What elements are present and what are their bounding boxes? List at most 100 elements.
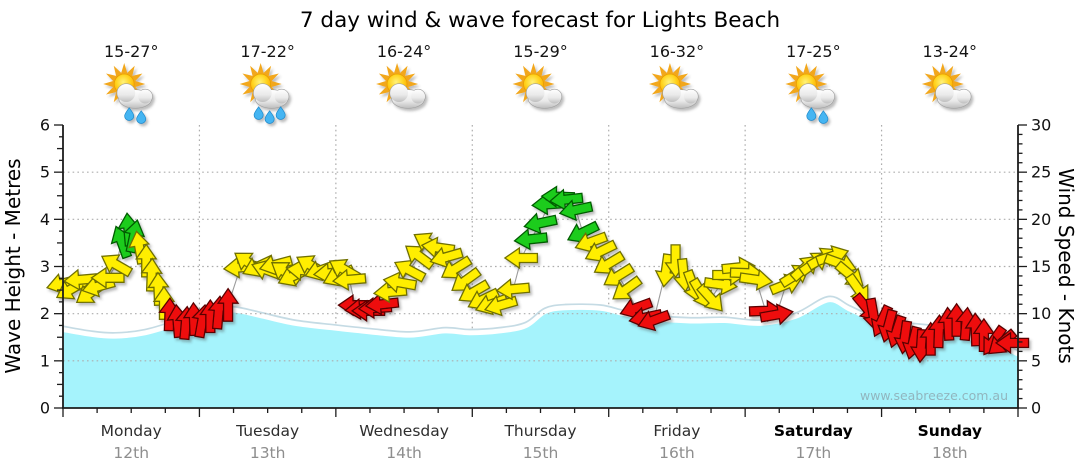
right-tick-label: 15 <box>1031 257 1051 276</box>
right-tick-label: 20 <box>1031 210 1051 229</box>
sun-cloud-rain-icon <box>785 63 835 124</box>
sun-cloud-rain-icon <box>239 63 290 124</box>
raindrop-icon <box>818 110 829 124</box>
temperature-range: 17-22° <box>240 42 295 61</box>
wind-arrow-shape <box>696 282 723 312</box>
left-tick-label: 3 <box>40 257 50 276</box>
cloud <box>935 84 954 102</box>
wind-arrow <box>382 271 418 294</box>
temperature-range: 17-25° <box>786 42 841 61</box>
day-name-label: Sunday <box>918 422 982 440</box>
sun-cloud-icon <box>648 63 699 109</box>
right-tick-label: 5 <box>1031 351 1041 370</box>
wind-arrow <box>100 254 134 278</box>
left-tick-label: 0 <box>40 399 50 418</box>
watermark: www.seabreeze.com.au <box>860 388 1008 403</box>
wind-arrow-shape <box>216 287 240 322</box>
left-tick-label: 5 <box>40 163 50 182</box>
wind-arrow <box>558 199 594 222</box>
wind-arrow-shape <box>548 188 584 211</box>
wind-arrow-shape <box>331 268 367 292</box>
cloud <box>274 89 289 104</box>
wind-arrow-shape <box>738 268 774 292</box>
sun-cloud-icon <box>921 63 972 109</box>
wind-arrows <box>45 185 1030 364</box>
wind-arrow-shape <box>63 268 98 292</box>
left-tick-label: 2 <box>40 304 50 323</box>
wind-arrow-shape <box>612 275 643 300</box>
temperature-range: 15-29° <box>513 42 568 61</box>
wind-arrow-shape <box>994 331 1030 355</box>
wind-arrow <box>593 250 626 274</box>
sun-cloud-rain-icon <box>103 63 153 124</box>
wind-arrow-shape <box>364 293 400 316</box>
wind-arrow-shape <box>523 212 558 235</box>
raindrop-icon <box>136 110 147 124</box>
wind-arrow-shape <box>759 303 794 326</box>
cloud <box>662 84 681 102</box>
sun-cloud-icon <box>512 63 563 109</box>
wind-arrow <box>523 212 558 235</box>
raindrop-icon <box>264 110 275 124</box>
wind-arrow-shape <box>393 259 427 283</box>
wind-arrow <box>696 282 723 312</box>
day-name-label: Friday <box>653 422 700 440</box>
wind-arrow <box>393 259 427 283</box>
wind-arrow <box>513 228 549 251</box>
wind-arrow <box>331 268 367 292</box>
wind-arrow-shape <box>513 228 549 251</box>
cloud <box>820 89 835 104</box>
sun-cloud-icon <box>376 63 426 109</box>
wind-arrow-shape <box>503 246 539 270</box>
cloud <box>117 84 136 102</box>
right-tick-label: 10 <box>1031 304 1051 323</box>
daily-summary-row: 15-27° 17-22° 16-24° 15-29° 16-32° 17-25° 13-2… <box>103 42 977 124</box>
wind-arrow <box>994 331 1030 355</box>
wind-arrow <box>603 262 636 287</box>
left-tick-label: 6 <box>40 116 50 135</box>
cloud <box>390 84 409 102</box>
day-name-label: Wednesday <box>359 422 449 440</box>
left-axis-label: Wave Height - Metres <box>1 158 25 373</box>
wind-arrow <box>738 268 774 292</box>
cloud <box>547 89 562 104</box>
day-date-label: 18th <box>932 444 968 462</box>
wind-arrow-shape <box>603 262 636 287</box>
wind-arrow <box>759 303 794 326</box>
temperature-range: 15-27° <box>104 42 159 61</box>
day-date-label: 13th <box>250 444 286 462</box>
raindrop-icon <box>253 106 264 120</box>
wind-arrow-shape <box>429 246 464 269</box>
day-name-label: Saturday <box>774 422 853 440</box>
cloud <box>411 89 426 104</box>
day-date-label: 12th <box>113 444 149 462</box>
right-tick-label: 30 <box>1031 116 1051 135</box>
wind-arrow <box>429 246 464 269</box>
wind-arrow-shape <box>495 278 531 301</box>
day-date-label: 15th <box>523 444 559 462</box>
raindrop-icon <box>806 107 817 121</box>
wind-arrow <box>548 188 584 211</box>
day-date-label: 16th <box>659 444 695 462</box>
temperature-range: 16-24° <box>377 42 432 61</box>
raindrop-icon <box>124 107 135 121</box>
wind-arrow-shape <box>558 199 594 222</box>
cloud <box>956 89 971 104</box>
temperature-range: 13-24° <box>923 42 978 61</box>
wind-arrow-shape <box>574 231 609 253</box>
right-tick-label: 25 <box>1031 163 1051 182</box>
wind-arrow-shape <box>955 306 978 342</box>
page-title: 7 day wind & wave forecast for Lights Be… <box>300 8 780 33</box>
tick-labels: 0 1 2 3 4 5 6 0 5 10 15 20 25 30 <box>40 116 1052 418</box>
cloud <box>138 89 153 104</box>
wind-arrow-shape <box>100 254 134 278</box>
right-axis-label: Wind Speed - Knots <box>1054 168 1078 364</box>
wind-arrow <box>440 255 473 279</box>
wind-arrow <box>63 268 98 292</box>
axes <box>54 124 1027 417</box>
cloud <box>526 84 545 102</box>
wind-arrow-shape <box>637 309 672 332</box>
wind-arrow <box>495 278 531 301</box>
